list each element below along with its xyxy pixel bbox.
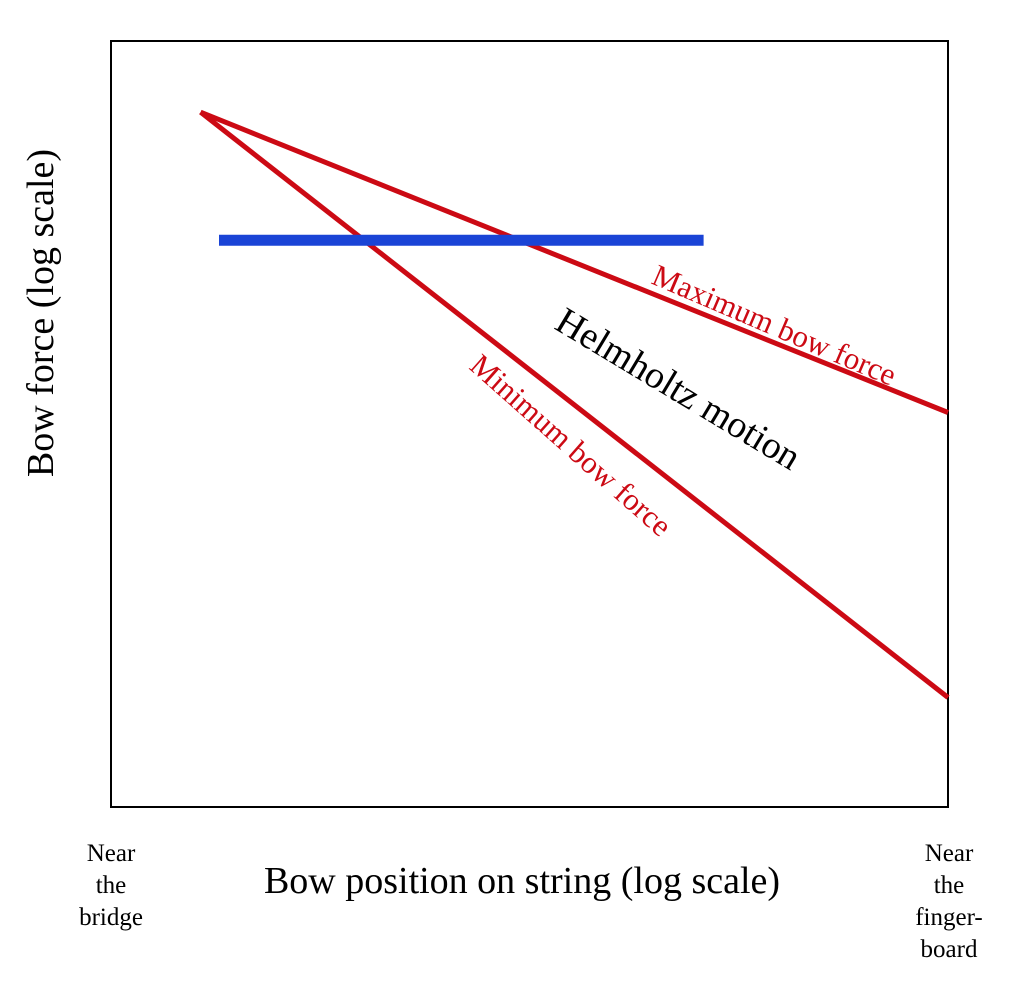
x-end-label-left: Near the bridge <box>51 838 171 934</box>
x-end-label-left-line: the <box>95 872 127 899</box>
x-end-label-right-line: Near <box>924 840 974 867</box>
x-axis-title: Bow position on string (log scale) <box>264 860 780 902</box>
x-end-label-left-line: bridge <box>79 904 143 931</box>
x-end-label-right-line: the <box>933 872 965 899</box>
y-axis-title: Bow force (log scale) <box>20 149 62 477</box>
series-line-minimum-bow-force <box>199 110 950 700</box>
x-end-label-left-line: Near <box>86 840 136 867</box>
x-end-label-right: Near the finger- board <box>889 838 1009 966</box>
plot-frame <box>110 40 949 808</box>
series-layer <box>199 109 950 700</box>
series-line-maximum-bow-force <box>199 109 949 415</box>
x-end-label-right-line: finger- <box>915 904 983 931</box>
x-end-label-right-line: board <box>920 936 978 963</box>
